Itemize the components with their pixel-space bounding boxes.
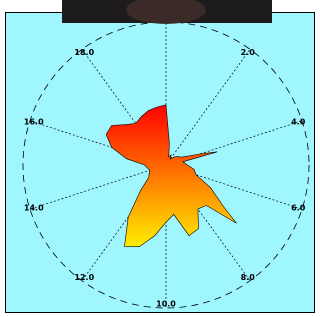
angle-tick-label: 10.0 [156,300,176,309]
angle-tick-label: 16.0 [24,118,44,127]
angle-tick-label: 4.0 [291,118,306,127]
angle-tick-label: 18.0 [74,48,94,57]
angle-tick-label: 6.0 [291,203,306,212]
angle-tick-label: 14.0 [24,203,44,212]
angle-tick-label: 8.0 [241,273,256,282]
angle-tick-label: 2.0 [241,48,256,57]
chart: 2.0 4.0 6.0 8.0 10.0 12.0 14.0 16.0 18.0 [0,0,315,313]
angle-tick-label: 12.0 [74,273,94,282]
